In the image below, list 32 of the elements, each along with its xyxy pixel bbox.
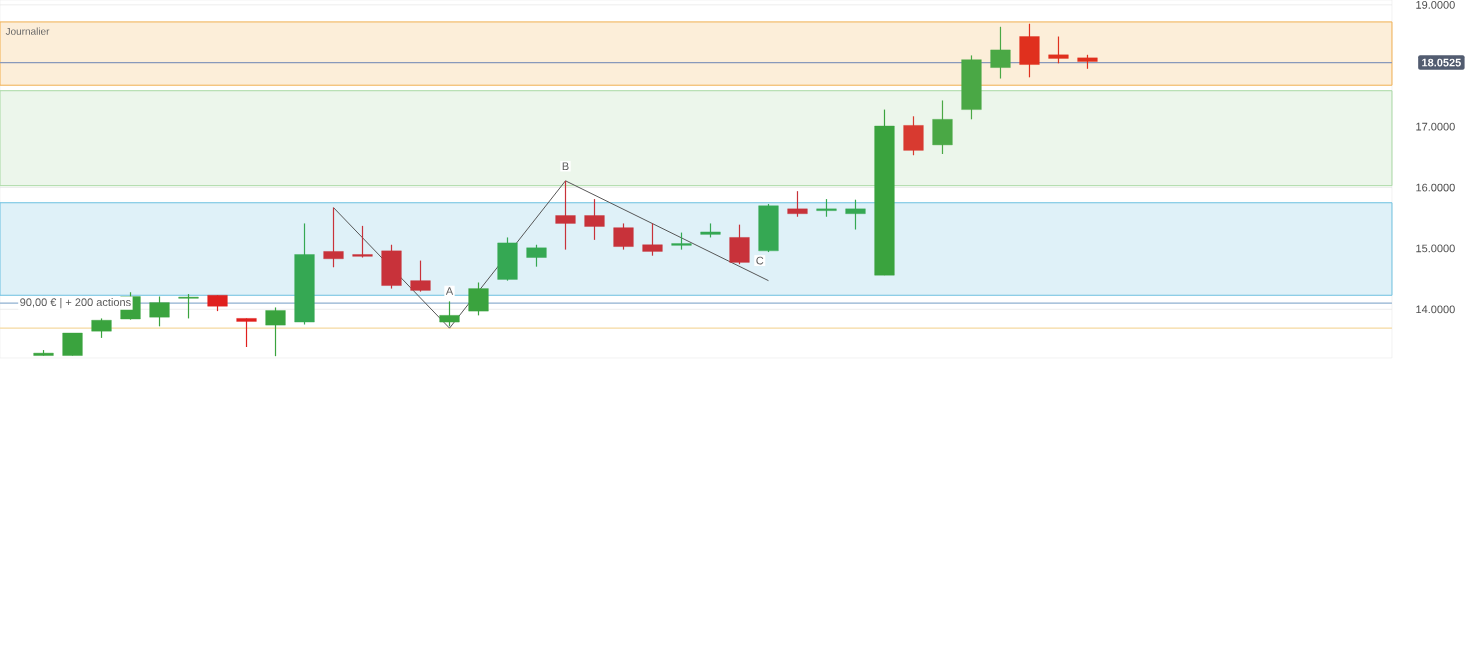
candlestick bbox=[1048, 35, 1069, 64]
candlestick bbox=[236, 317, 257, 348]
candlestick bbox=[178, 293, 199, 320]
annotation: 90,00 € | + 200 actions bbox=[20, 298, 131, 309]
text: Journalier bbox=[5, 27, 50, 35]
candlestick bbox=[526, 244, 547, 268]
candlestick bbox=[555, 180, 576, 251]
y-tick-label: 15.0000 bbox=[1416, 244, 1455, 253]
annotation: B bbox=[562, 162, 569, 170]
y-tick-label: 19.0000 bbox=[1416, 0, 1455, 9]
y-tick-label: 16.0000 bbox=[1416, 183, 1455, 192]
candlestick bbox=[990, 26, 1011, 80]
line-series bbox=[333, 180, 769, 329]
candlestick bbox=[62, 332, 83, 357]
candlestick bbox=[265, 306, 286, 357]
candlestick bbox=[845, 199, 866, 231]
candlestick bbox=[613, 222, 634, 251]
candlestick bbox=[584, 198, 605, 241]
candlestick bbox=[468, 281, 489, 316]
candlestick bbox=[787, 190, 808, 218]
candlestick bbox=[149, 295, 170, 327]
candlestick bbox=[642, 222, 663, 257]
y-tick-label: 14.0000 bbox=[1416, 305, 1455, 314]
candlestick bbox=[410, 259, 431, 293]
ref-line-label: 18.0525 bbox=[1422, 58, 1461, 67]
candlestick bbox=[323, 207, 344, 268]
candlestick bbox=[352, 225, 373, 259]
y-tick-label: 17.0000 bbox=[1416, 122, 1455, 131]
candlestick bbox=[91, 317, 112, 339]
annotation: A bbox=[445, 287, 454, 295]
annotation: C bbox=[756, 256, 764, 265]
candlestick bbox=[439, 300, 460, 327]
